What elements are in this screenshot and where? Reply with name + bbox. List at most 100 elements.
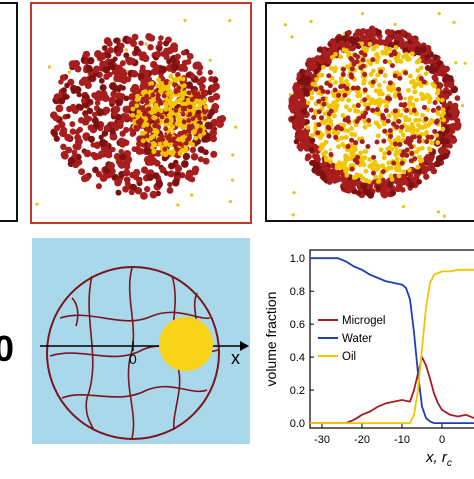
microgel-outline — [46, 266, 220, 440]
microgel-bead — [316, 122, 322, 128]
microgel-bead — [381, 115, 387, 121]
oil-bead — [410, 130, 416, 136]
microgel-bead — [427, 162, 434, 170]
oil-bead — [344, 154, 349, 159]
microgel-bead — [187, 104, 193, 110]
microgel-bead — [339, 175, 348, 183]
oil-bead — [377, 82, 382, 88]
solvent-particle — [401, 205, 406, 209]
schematic-panel: 0 x — [32, 238, 250, 444]
solvent-particle — [393, 22, 397, 26]
microgel-bead — [435, 105, 441, 111]
microgel-bead — [374, 107, 380, 113]
microgel-bead — [118, 42, 125, 49]
microgel-bead — [101, 45, 108, 51]
oil-bead — [135, 114, 141, 120]
solvent-particle — [290, 35, 294, 39]
microgel-bead — [116, 74, 125, 83]
oil-bead — [172, 101, 177, 107]
microgel-bead — [392, 73, 398, 79]
microgel-bead — [100, 151, 107, 158]
microgel-bead — [154, 150, 162, 157]
microgel-bead — [110, 146, 116, 153]
microgel-bead — [424, 139, 430, 145]
oil-bead — [415, 68, 421, 73]
oil-bead — [321, 64, 326, 70]
microgel-bead — [329, 162, 336, 169]
oil-bead — [362, 149, 368, 154]
oil-bead — [387, 59, 393, 65]
microgel-bead — [86, 56, 95, 65]
series-line-water — [310, 257, 474, 424]
microgel-bead — [387, 181, 394, 188]
microgel-bead — [350, 85, 356, 91]
microgel-bead — [380, 169, 386, 175]
microgel-bead — [308, 146, 315, 153]
microgel-bead — [411, 107, 417, 113]
oil-bead — [435, 88, 441, 94]
microgel-bead — [87, 135, 95, 143]
oil-bead — [333, 106, 339, 112]
microgel-bead — [173, 89, 179, 95]
oil-bead — [326, 115, 332, 120]
microgel-bead — [180, 50, 187, 56]
solvent-particle — [208, 58, 212, 62]
oil-bead — [344, 172, 350, 178]
oil-bead — [407, 101, 413, 107]
solvent-particle — [230, 178, 235, 182]
oil-bead — [170, 152, 175, 157]
microgel-bead — [178, 141, 183, 147]
microgel-bead — [360, 57, 366, 63]
microgel-bead — [297, 146, 304, 152]
microgel-bead — [163, 40, 169, 47]
microgel-bead — [119, 130, 126, 137]
oil-bead — [370, 166, 376, 171]
oil-bead — [328, 65, 334, 71]
microgel-bead — [59, 74, 67, 82]
oil-bead — [334, 165, 340, 171]
microgel-bead — [144, 185, 151, 193]
solvent-particle — [292, 191, 296, 195]
microgel-bead — [158, 35, 164, 41]
microgel-bead — [139, 99, 145, 105]
microgel-bead — [122, 168, 131, 177]
oil-bead — [333, 65, 338, 71]
microgel-bead — [325, 89, 331, 95]
oil-bead — [363, 168, 369, 174]
solvent-particle — [234, 125, 238, 129]
oil-bead — [344, 166, 350, 172]
x-axis-arrow — [240, 341, 249, 351]
oil-bead — [154, 129, 160, 135]
microgel-bead — [65, 113, 71, 119]
oil-bead — [180, 76, 186, 82]
microgel-bead — [133, 45, 140, 52]
microgel-bead — [364, 28, 372, 37]
microgel-bead — [208, 76, 215, 83]
microgel-bead — [119, 153, 127, 161]
microgel-bead — [81, 76, 88, 84]
microgel-bead — [327, 83, 333, 89]
microgel-bead — [119, 60, 126, 67]
microgel-bead — [362, 188, 369, 195]
microgel-bead — [113, 37, 120, 44]
microgel-bead — [75, 103, 82, 110]
oil-bead — [382, 73, 388, 78]
microgel-bead — [202, 157, 210, 165]
microgel-bead — [146, 142, 152, 148]
microgel-bead — [308, 107, 314, 113]
microgel-bead — [166, 187, 174, 194]
oil-bead — [156, 77, 161, 83]
oil-bead — [143, 89, 148, 94]
oil-bead — [338, 79, 344, 85]
oil-bead — [166, 113, 172, 118]
oil-bead — [330, 54, 335, 60]
solvent-particle — [176, 203, 180, 207]
microgel-bead — [109, 63, 116, 71]
oil-bead — [379, 91, 385, 97]
oil-bead — [352, 147, 358, 153]
microgel-bead — [149, 190, 158, 199]
microgel-bead — [150, 60, 158, 69]
microgel-bead — [349, 166, 355, 172]
microgel-bead — [180, 107, 186, 112]
oil-bead — [406, 117, 412, 123]
